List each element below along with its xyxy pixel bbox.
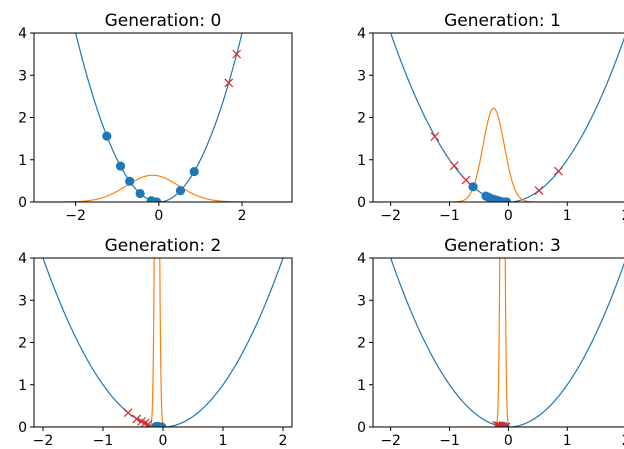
rejected-point <box>534 186 544 196</box>
x-tick-label: 0 <box>154 208 163 224</box>
selected-point <box>157 422 167 427</box>
plot-area <box>34 258 292 427</box>
rejected-point <box>123 408 133 418</box>
selected-point <box>152 197 162 202</box>
y-tick-label: 0 <box>357 195 366 211</box>
y-tick-label: 0 <box>18 195 27 211</box>
y-tick-label: 2 <box>357 111 366 127</box>
y-tick-label: 2 <box>18 111 27 127</box>
rejected-point <box>224 78 234 88</box>
selected-point <box>189 166 199 177</box>
x-tick-label: −1 <box>439 208 460 224</box>
x-tick-label: −1 <box>93 433 114 449</box>
y-tick-label: 0 <box>18 420 27 436</box>
y-tick-label: 3 <box>357 293 366 309</box>
x-tick-label: 1 <box>563 208 572 224</box>
y-tick-label: 3 <box>18 293 27 309</box>
rejected-point <box>494 421 504 427</box>
chart-title: Generation: 2 <box>105 236 222 256</box>
x-tick-label: −1 <box>439 433 460 449</box>
x-tick-label: 2 <box>622 433 624 449</box>
selected-point <box>468 182 478 192</box>
axes-frame <box>33 257 293 428</box>
selected-point <box>175 185 186 196</box>
rejected-point <box>553 166 563 176</box>
x-tick-label: 2 <box>622 208 624 224</box>
y-tick-label: 4 <box>357 26 366 42</box>
subplot-generation-0: −2 0 2 0 1 2 3 4 Generation: 0 <box>18 11 293 224</box>
y-tick-label: 4 <box>18 26 27 42</box>
x-tick-label: 1 <box>563 433 572 449</box>
subplot-generation-1: −2 −1 0 1 2 0 1 2 3 4 Generation: 1 <box>357 11 624 224</box>
y-tick-label: 1 <box>357 153 366 169</box>
selected-point <box>125 176 135 186</box>
x-tick-label: 1 <box>219 433 228 449</box>
rejected-point <box>430 132 440 141</box>
selected-point <box>135 188 145 199</box>
y-tick-label: 1 <box>18 378 27 394</box>
x-tick-label: 0 <box>159 433 168 449</box>
subplot-generation-3: −2 −1 0 1 2 0 1 2 3 4 Generation: 3 <box>357 236 624 449</box>
objective-curve <box>42 258 284 427</box>
y-tick-label: 0 <box>357 420 366 436</box>
density-curve <box>34 174 292 202</box>
x-tick-label: −2 <box>380 208 401 224</box>
y-tick-label: 4 <box>357 251 366 267</box>
x-tick-label: 2 <box>279 433 288 449</box>
x-tick-label: −2 <box>380 433 401 449</box>
y-tick-label: 1 <box>357 378 366 394</box>
selected-point <box>102 131 112 141</box>
y-tick-label: 1 <box>18 153 27 169</box>
rejected-point <box>501 422 511 427</box>
subplot-generation-2: −2 −1 0 1 2 0 1 2 3 4 Generation: 2 <box>18 236 293 449</box>
selected-point <box>502 197 512 202</box>
rejected-point <box>449 161 459 171</box>
density-curve <box>373 107 624 202</box>
selected-point <box>115 161 126 171</box>
rejected-point <box>232 49 242 59</box>
rejected-point <box>143 420 153 427</box>
x-tick-label: −2 <box>33 433 54 449</box>
x-tick-label: 2 <box>238 208 247 224</box>
chart-title: Generation: 0 <box>105 11 222 31</box>
rejected-point <box>140 418 150 427</box>
y-tick-label: 2 <box>18 336 27 352</box>
rejected-point <box>461 175 471 185</box>
rejected-point <box>496 421 506 427</box>
y-tick-label: 3 <box>18 68 27 84</box>
chart-title: Generation: 1 <box>444 11 561 31</box>
x-tick-label: 0 <box>504 433 513 449</box>
chart-title: Generation: 3 <box>444 236 561 256</box>
y-tick-label: 3 <box>357 68 366 84</box>
rejected-point <box>132 414 142 424</box>
y-tick-label: 4 <box>18 251 27 267</box>
y-tick-label: 2 <box>357 336 366 352</box>
x-tick-label: 0 <box>504 208 513 224</box>
x-tick-label: −2 <box>65 208 86 224</box>
